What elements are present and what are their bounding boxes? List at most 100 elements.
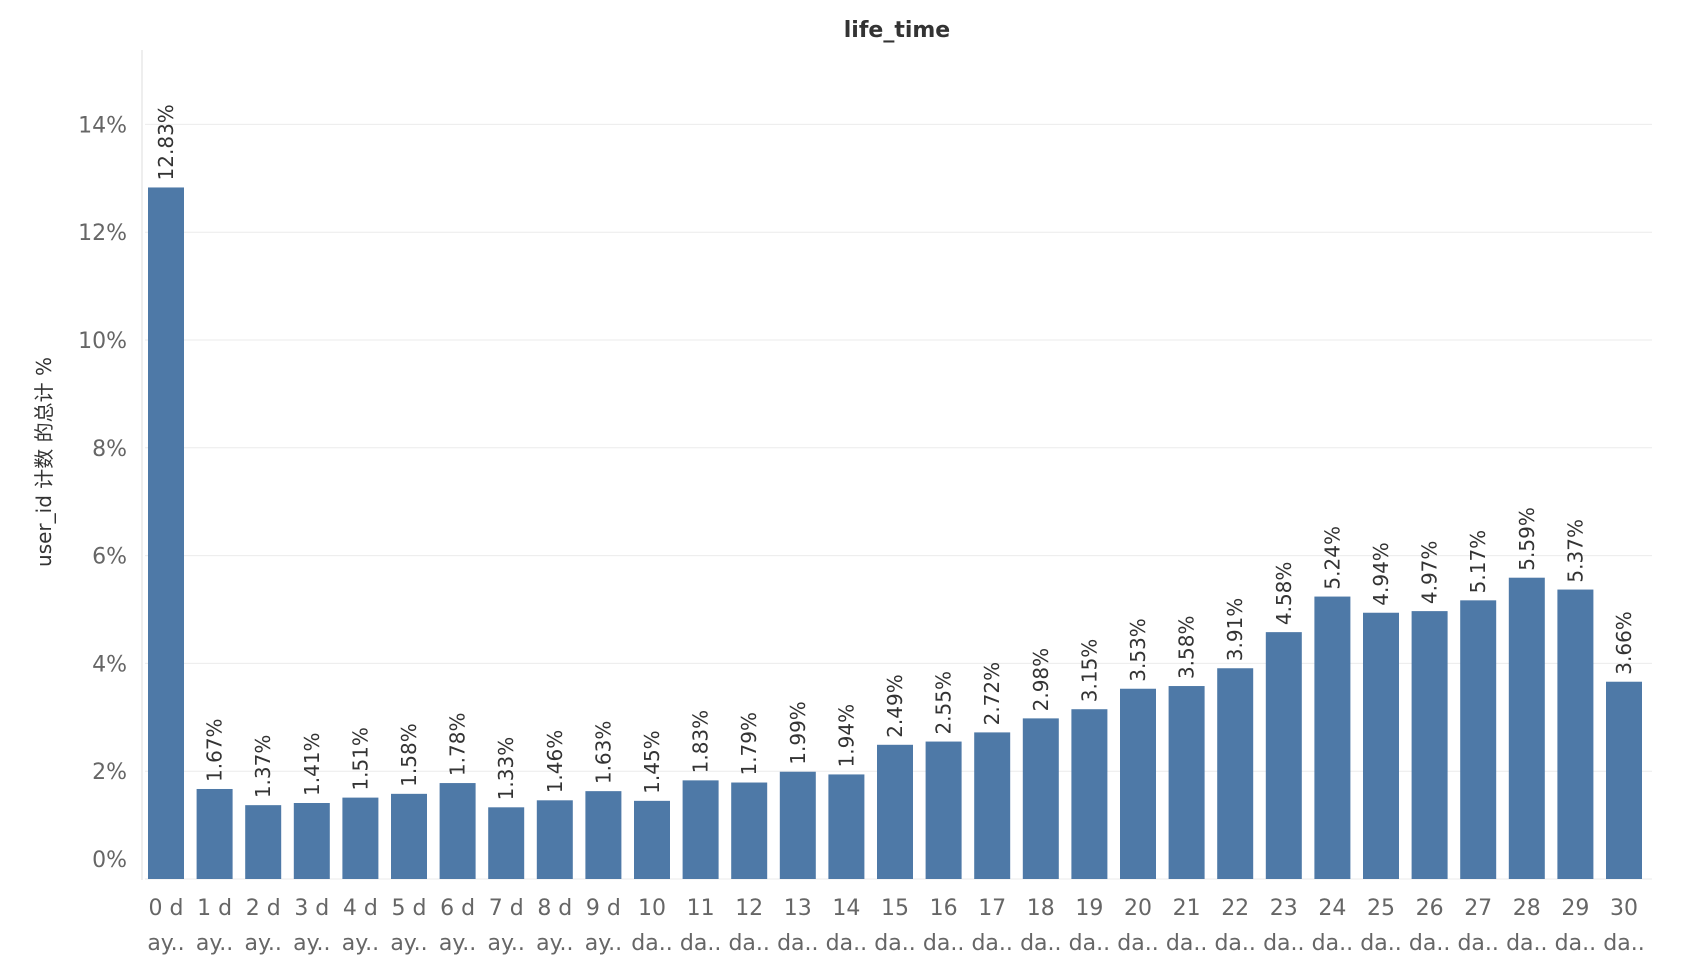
x-tick-label: 11 xyxy=(687,896,715,921)
x-tick-label: 20 xyxy=(1124,896,1152,921)
x-tick-label: da.. xyxy=(1312,931,1353,956)
data-label: 1.33% xyxy=(494,737,518,801)
bars xyxy=(148,187,1642,879)
bar xyxy=(585,791,622,879)
x-tick-label: 0 d xyxy=(149,896,184,921)
bar xyxy=(1557,589,1594,879)
x-tick-label: ay.. xyxy=(390,931,427,956)
bar xyxy=(682,780,719,879)
y-axis-label: user_id 计数 的总计 % xyxy=(32,357,56,567)
x-tick-label: ay.. xyxy=(342,931,379,956)
x-tick-label: ay.. xyxy=(293,931,330,956)
bar xyxy=(925,741,962,879)
y-tick-label: 8% xyxy=(92,437,127,462)
bar xyxy=(1363,612,1399,879)
x-tick-label: 4 d xyxy=(343,896,378,921)
data-label: 5.37% xyxy=(1563,519,1587,583)
x-tick-label: da.. xyxy=(874,931,915,956)
data-label: 1.83% xyxy=(689,710,713,774)
bar xyxy=(342,797,379,879)
bar xyxy=(1460,600,1497,879)
x-tick-label: da.. xyxy=(631,931,672,956)
bar xyxy=(1265,632,1302,879)
y-tick-label: 0% xyxy=(92,848,127,873)
x-tick-label: 24 xyxy=(1318,896,1346,921)
x-tick-label: da.. xyxy=(728,931,769,956)
bar xyxy=(245,805,282,879)
chart-title: life_time xyxy=(844,18,950,43)
x-tick-label: ay.. xyxy=(439,931,476,956)
data-label: 1.99% xyxy=(786,701,810,765)
x-tick-label: 27 xyxy=(1464,896,1492,921)
x-tick-label: da.. xyxy=(1555,931,1596,956)
data-label: 2.55% xyxy=(932,671,956,735)
x-tick-label: 12 xyxy=(735,896,763,921)
x-tick-label: da.. xyxy=(826,931,867,956)
data-label: 1.45% xyxy=(640,730,664,794)
x-tick-label: 1 d xyxy=(197,896,232,921)
y-tick-label: 12% xyxy=(78,221,127,246)
x-tick-label: da.. xyxy=(1263,931,1304,956)
x-tick-label: 22 xyxy=(1221,896,1249,921)
bar xyxy=(391,793,427,879)
data-label: 1.67% xyxy=(203,718,227,782)
data-label: 2.72% xyxy=(980,662,1004,726)
x-tick-label: 21 xyxy=(1173,896,1201,921)
bar xyxy=(1168,686,1205,879)
bar xyxy=(1606,681,1642,879)
data-label: 4.94% xyxy=(1369,542,1393,606)
y-tick-label: 14% xyxy=(78,113,127,138)
x-axis-ticks: 0 d ay.. 1 d ay.. 2 d ay.. 3 d ay.. 4 d ay.. 5 d ay… xyxy=(147,896,1644,956)
x-tick-label: ay.. xyxy=(536,931,573,956)
data-label: 1.79% xyxy=(737,712,761,776)
data-label: 1.63% xyxy=(591,721,615,785)
y-tick-label: 4% xyxy=(92,652,127,677)
bar xyxy=(779,771,816,879)
bar xyxy=(974,732,1011,879)
data-label: 1.58% xyxy=(397,723,421,787)
x-tick-label: da.. xyxy=(1457,931,1498,956)
x-tick-label: 9 d xyxy=(586,896,621,921)
x-tick-label: 7 d xyxy=(489,896,524,921)
x-tick-label: 16 xyxy=(930,896,958,921)
data-label: 1.78% xyxy=(446,713,470,777)
bar xyxy=(1314,596,1351,879)
x-tick-label: ay.. xyxy=(147,931,184,956)
data-label: 1.37% xyxy=(251,735,275,799)
bar xyxy=(1120,688,1156,879)
data-label: 5.59% xyxy=(1515,507,1539,571)
x-tick-label: 3 d xyxy=(294,896,329,921)
x-tick-label: da.. xyxy=(1166,931,1207,956)
x-tick-label: 18 xyxy=(1027,896,1055,921)
x-tick-label: da.. xyxy=(1409,931,1450,956)
x-tick-label: da.. xyxy=(680,931,721,956)
data-label: 5.24% xyxy=(1320,526,1344,590)
data-label: 1.51% xyxy=(348,727,372,791)
x-tick-label: da.. xyxy=(1020,931,1061,956)
x-tick-label: da.. xyxy=(1214,931,1255,956)
bar xyxy=(1022,718,1059,879)
x-tick-label: 30 xyxy=(1610,896,1638,921)
x-tick-label: 19 xyxy=(1075,896,1103,921)
x-tick-label: ay.. xyxy=(196,931,233,956)
data-label: 1.94% xyxy=(834,704,858,768)
bar xyxy=(828,774,865,879)
bar xyxy=(1411,611,1448,879)
data-label: 3.66% xyxy=(1612,611,1636,675)
bar xyxy=(1217,668,1254,879)
x-tick-label: 28 xyxy=(1513,896,1541,921)
data-label: 2.49% xyxy=(883,674,907,738)
bar xyxy=(293,803,330,879)
x-tick-label: 10 xyxy=(638,896,666,921)
gridlines xyxy=(145,123,1652,880)
bar xyxy=(196,788,233,879)
bar xyxy=(536,800,573,879)
data-label: 3.15% xyxy=(1077,639,1101,703)
data-labels: 12.83% 1.67% 1.37% 1.41% 1.51% 1.58% 1.78% 1.33… xyxy=(154,104,1636,800)
y-tick-label: 2% xyxy=(92,760,127,785)
bar xyxy=(1071,709,1108,879)
bar xyxy=(731,782,768,879)
x-tick-label: 25 xyxy=(1367,896,1395,921)
y-tick-label: 10% xyxy=(78,329,127,354)
x-tick-label: da.. xyxy=(1360,931,1401,956)
